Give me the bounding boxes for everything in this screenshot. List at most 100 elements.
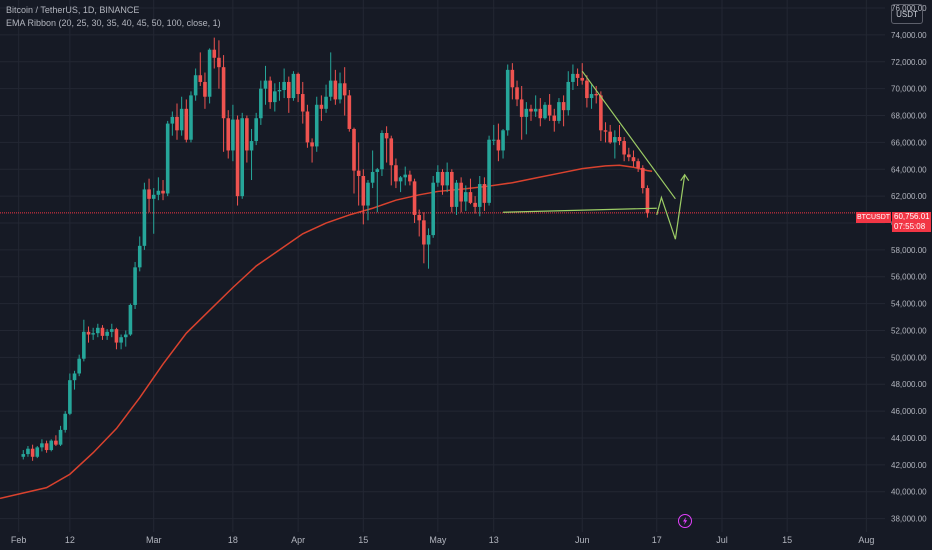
candle-body — [394, 165, 398, 182]
price-tick-label: 40,000.00 — [891, 488, 927, 497]
candle-body — [473, 202, 477, 207]
countdown-badge: 07:55:08 — [892, 222, 931, 232]
candle-body — [105, 331, 109, 336]
candle-body — [263, 80, 268, 89]
candle-body — [636, 161, 640, 168]
symbol-title[interactable]: Bitcoin / TetherUS, 1D, BINANCE — [6, 5, 140, 15]
lightning-icon[interactable] — [678, 514, 692, 528]
candle-body — [231, 119, 235, 151]
time-tick-label: Feb — [11, 535, 27, 545]
candle-body — [440, 171, 445, 186]
candle-body — [328, 80, 333, 97]
candle-body — [77, 358, 81, 374]
time-tick-label: 13 — [489, 535, 499, 545]
price-tick-label: 54,000.00 — [891, 300, 927, 309]
candle-body — [352, 128, 356, 171]
candle-body — [254, 118, 258, 142]
candle-body — [599, 95, 603, 131]
candle-body — [245, 118, 249, 151]
candle-body — [189, 95, 193, 140]
candle-body — [515, 87, 519, 100]
arrow-head — [680, 173, 690, 181]
candle-body — [622, 141, 626, 155]
candle-body — [426, 235, 431, 245]
candle-body — [100, 327, 105, 336]
candle-body — [147, 189, 151, 199]
candle-body — [627, 154, 631, 158]
time-tick-label: May — [429, 535, 447, 545]
candle-body — [123, 334, 128, 338]
price-tick-label: 64,000.00 — [891, 165, 927, 174]
chart-legend: Bitcoin / TetherUS, 1D, BINANCE EMA Ribb… — [6, 4, 221, 30]
candle-body — [389, 138, 394, 166]
candle-body — [207, 49, 212, 97]
price-axis: 38,000.00 40,000.00 42,000.00 44,000.00 46,0… — [891, 4, 927, 524]
candle-body — [603, 130, 608, 132]
time-tick-label: Jul — [716, 535, 728, 545]
candle-body — [594, 94, 599, 96]
candle-body — [286, 81, 291, 99]
candle-body — [487, 139, 491, 203]
price-tick-label: 52,000.00 — [891, 326, 927, 335]
price-tick-label: 62,000.00 — [891, 192, 927, 201]
candle-body — [496, 139, 501, 151]
time-tick-label: 15 — [782, 535, 792, 545]
price-tick-label: 44,000.00 — [891, 434, 927, 443]
candle-body — [468, 192, 473, 203]
indicator-title[interactable]: EMA Ribbon (20, 25, 30, 35, 40, 45, 50, … — [6, 18, 221, 28]
candle-body — [296, 73, 300, 95]
candle-body — [505, 69, 510, 131]
candle-body — [557, 102, 561, 121]
price-tick-label: 76,000.00 — [891, 4, 927, 13]
time-tick-label: Jun — [575, 535, 590, 545]
candle-body — [450, 171, 454, 207]
currency-unit-button[interactable]: USDT — [891, 4, 923, 24]
candle-body — [640, 167, 645, 189]
candle-body — [477, 184, 482, 207]
candle-body — [324, 96, 328, 109]
candle-body — [137, 245, 142, 268]
time-tick-label: 15 — [358, 535, 368, 545]
candle-body — [277, 90, 282, 92]
candle-body — [198, 75, 203, 82]
candle-body — [631, 157, 636, 162]
candle-body — [543, 104, 547, 119]
candle-body — [319, 104, 324, 109]
candle-body — [380, 133, 384, 170]
candle-body — [617, 137, 622, 142]
candle-body — [217, 57, 221, 68]
candle-body — [566, 81, 571, 111]
candle-body — [240, 118, 245, 197]
candle-body — [501, 130, 505, 151]
candle-body — [585, 80, 589, 99]
candle-body — [212, 49, 217, 58]
candle-body — [72, 373, 77, 381]
candle-body — [82, 331, 86, 359]
ema-100-line — [0, 164, 653, 500]
candle-body — [384, 133, 389, 139]
candle-body — [184, 108, 189, 140]
candle-body — [529, 108, 533, 112]
candle-body — [282, 81, 286, 91]
trendline-2[interactable] — [503, 207, 657, 213]
candle-body — [571, 73, 575, 82]
candle-body — [193, 75, 198, 96]
candle-body — [338, 83, 342, 100]
trendline-3[interactable] — [656, 174, 686, 240]
candle-body — [575, 73, 580, 78]
candle-body — [165, 123, 170, 194]
candle-body — [552, 115, 557, 121]
drawing-layer — [503, 70, 690, 240]
time-axis: Feb 12 Mar 18 Apr 15 May 13 Jun 17 Jul 15 Aug — [11, 535, 875, 545]
trendline-1[interactable] — [581, 70, 676, 200]
candle-body — [408, 174, 412, 182]
candle-body — [422, 220, 426, 245]
candle-body — [156, 190, 161, 195]
candle-body — [273, 91, 277, 103]
candle-body — [305, 111, 310, 143]
candle-body — [356, 170, 361, 176]
candle-body — [54, 440, 58, 445]
candle-body — [519, 99, 524, 117]
candle-body — [161, 190, 165, 194]
